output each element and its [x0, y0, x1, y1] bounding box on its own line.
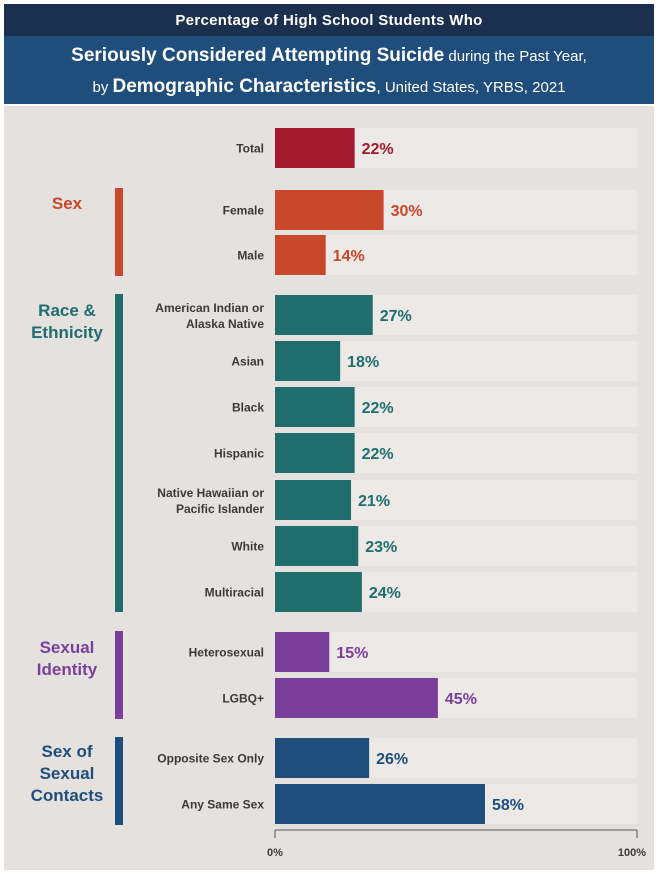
value-label: 21%: [358, 493, 390, 510]
value-label: 24%: [369, 585, 401, 602]
bar: [275, 190, 384, 230]
category-label: White: [231, 540, 264, 554]
category-label: Native Hawaiian or Pacific Islander: [157, 486, 264, 516]
bar: [275, 341, 341, 381]
category-label: Total: [236, 142, 264, 156]
bar: [275, 295, 373, 335]
value-label: 30%: [391, 203, 423, 220]
category-label: Asian: [231, 355, 264, 369]
value-label: 14%: [333, 248, 365, 265]
category-label: Female: [223, 204, 265, 218]
group-label: Race & Ethnicity: [31, 301, 103, 342]
title-line-1-rest: during the Past Year,: [444, 48, 587, 65]
title-line-2-pre: by: [92, 79, 113, 96]
bar: [275, 480, 352, 520]
value-label: 58%: [492, 797, 524, 814]
title-line-2-rest: , United States, YRBS, 2021: [376, 79, 566, 96]
category-label: Male: [237, 249, 264, 263]
bar: [275, 235, 326, 275]
category-label: Multiracial: [205, 586, 264, 600]
bar: [275, 678, 438, 718]
value-label: 22%: [362, 141, 394, 158]
group-bracket: [115, 294, 123, 612]
group-bracket: [115, 188, 123, 276]
title-emphasis: Seriously Considered Attempting Suicide: [71, 45, 445, 66]
header-top-title: Percentage of High School Students Who: [4, 4, 654, 36]
x-tick-label: 0%: [267, 847, 283, 859]
group-label: Sex of Sexual Contacts: [31, 742, 104, 805]
title-line-2-emphasis: Demographic Characteristics: [112, 76, 377, 97]
bar: [275, 387, 355, 427]
category-label: Black: [232, 401, 264, 415]
bar: [275, 572, 362, 612]
value-label: 45%: [445, 691, 477, 708]
value-label: 18%: [347, 354, 379, 371]
bar-track: [275, 632, 637, 672]
group-bracket: [115, 631, 123, 719]
x-tick-label: 100%: [618, 847, 646, 859]
category-label: Hispanic: [214, 447, 264, 461]
bar-track: [275, 235, 637, 275]
value-label: 22%: [362, 446, 394, 463]
bar: [275, 738, 370, 778]
chart-title: Seriously Considered Attempting Suicide …: [4, 36, 654, 104]
value-label: 26%: [376, 751, 408, 768]
bar: [275, 433, 355, 473]
bar: [275, 526, 359, 566]
category-label: Heterosexual: [189, 646, 264, 660]
bar: [275, 632, 330, 672]
title-line-2: by Demographic Characteristics, United S…: [4, 76, 654, 98]
bar: [275, 128, 355, 168]
group-label: Sexual Identity: [37, 638, 98, 679]
value-label: 15%: [336, 645, 368, 662]
category-label: Opposite Sex Only: [157, 752, 264, 766]
bar: [275, 784, 485, 824]
category-label: American Indian or Alaska Native: [155, 301, 264, 331]
group-bracket: [115, 737, 123, 825]
category-label: Any Same Sex: [181, 798, 264, 812]
value-label: 22%: [362, 400, 394, 417]
value-label: 23%: [365, 539, 397, 556]
group-label: Sex: [52, 194, 83, 213]
value-label: 27%: [380, 308, 412, 325]
title-line-1: Seriously Considered Attempting Suicide …: [4, 45, 654, 67]
category-label: LGBQ+: [222, 692, 264, 706]
